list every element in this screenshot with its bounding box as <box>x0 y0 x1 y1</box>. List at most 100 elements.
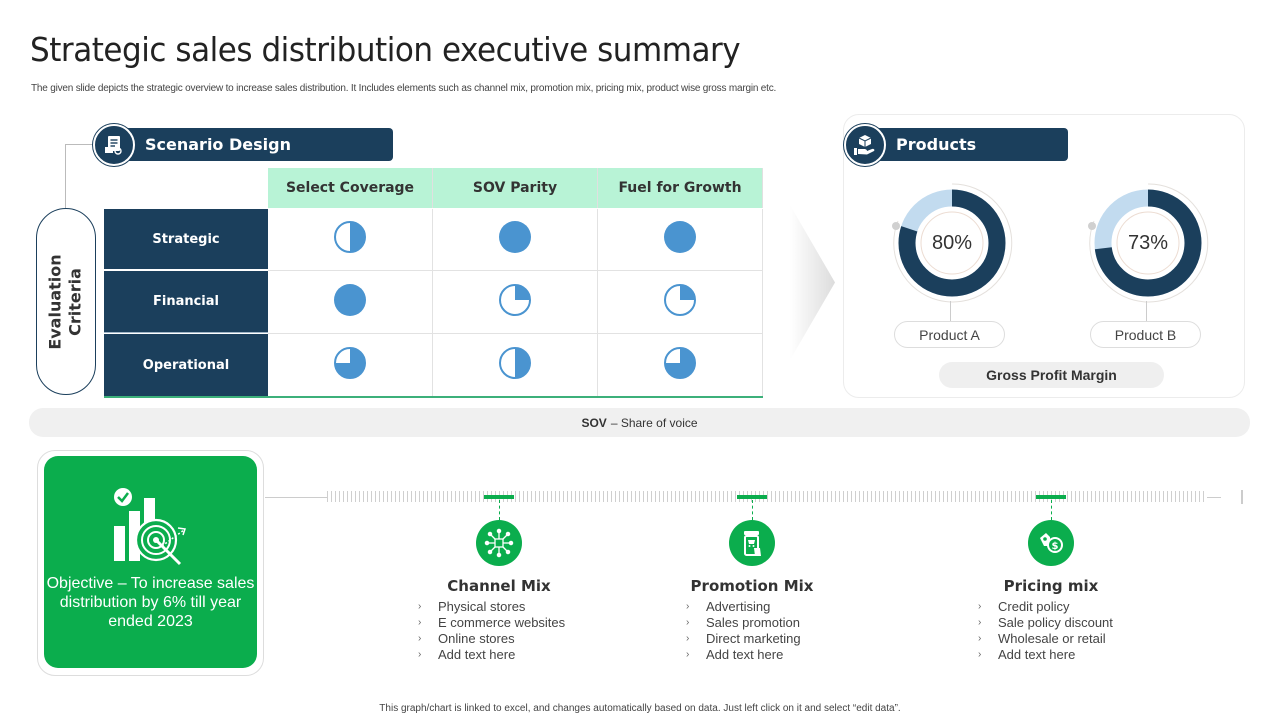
timeline-end-cap <box>1241 490 1243 504</box>
evaluation-criteria-label: Evaluation Criteria <box>36 208 96 395</box>
harvey-ball-icon <box>333 346 367 385</box>
pricing-mix-list: › Credit policy › Sale policy discount › Wh… <box>978 599 1113 663</box>
row-header-strategic: Strategic <box>104 209 268 270</box>
product-label: Product A <box>894 321 1005 348</box>
harvey-ball-cell <box>268 209 433 271</box>
chevron-right-icon: › <box>418 601 422 612</box>
sov-definition: – Share of voice <box>610 415 698 430</box>
donut-value: 73% <box>1127 231 1169 254</box>
harvey-ball-icon <box>498 346 532 385</box>
page-subtitle: The given slide depicts the strategic ov… <box>31 83 777 94</box>
promotion-mix-title: Promotion Mix <box>690 577 814 595</box>
page-title: Strategic sales distribution executive s… <box>30 30 741 69</box>
target-chart-icon <box>108 486 190 575</box>
hand-box-icon <box>844 124 886 166</box>
timeline-line <box>265 497 327 498</box>
pricing-mix-title: Pricing mix <box>1003 577 1099 595</box>
chevron-right-icon: › <box>978 649 982 660</box>
column-header-select-coverage: Select Coverage <box>268 168 433 208</box>
row-header-financial: Financial <box>104 271 268 333</box>
connector-line <box>950 301 951 321</box>
list-item-text: Add text here <box>438 647 516 662</box>
harvey-ball-icon <box>663 283 697 322</box>
column-header-fuel-for-growth: Fuel for Growth <box>598 168 763 208</box>
chevron-arrow-decoration <box>790 205 835 360</box>
list-item: › Add text here <box>686 647 801 663</box>
grid-bottom-border <box>104 396 763 398</box>
harvey-ball-cell <box>433 209 598 271</box>
list-item-text: Wholesale or retail <box>998 631 1106 646</box>
harvey-ball-icon <box>333 283 367 322</box>
timeline-line <box>1207 497 1221 498</box>
network-hub-icon <box>476 520 522 566</box>
list-item: › Credit policy <box>978 599 1113 615</box>
list-item-text: Online stores <box>438 631 515 646</box>
products-title: Products <box>896 135 977 154</box>
timeline-dash <box>499 500 500 520</box>
list-item: › Add text here <box>418 647 565 663</box>
chevron-right-icon: › <box>418 633 422 644</box>
harvey-ball-cell <box>268 334 433 397</box>
timeline-dash <box>1051 500 1052 520</box>
chevron-right-icon: › <box>686 617 690 628</box>
document-settings-icon <box>93 124 135 166</box>
timeline-marker <box>737 495 767 499</box>
chevron-right-icon: › <box>978 617 982 628</box>
list-item-text: Add text here <box>998 647 1076 662</box>
list-item-text: Physical stores <box>438 599 526 614</box>
chevron-right-icon: › <box>686 601 690 612</box>
list-item: › Direct marketing <box>686 631 801 647</box>
promotion-mix-list: › Advertising › Sales promotion › Direct ma… <box>686 599 801 663</box>
list-item-text: Credit policy <box>998 599 1070 614</box>
row-header-operational: Operational <box>104 334 268 397</box>
chevron-right-icon: › <box>686 633 690 644</box>
list-item-text: Advertising <box>706 599 771 614</box>
timeline-ticks <box>327 491 1207 502</box>
sov-abbreviation: SOV <box>581 415 607 430</box>
donut-value: 80% <box>931 231 973 254</box>
connector-line <box>65 144 66 208</box>
connector-line <box>1146 301 1147 321</box>
list-item-text: Sale policy discount <box>998 615 1113 630</box>
evaluation-label-line: Evaluation <box>46 253 65 350</box>
evaluation-label-line: Criteria <box>66 267 85 336</box>
chevron-right-icon: › <box>978 601 982 612</box>
chevron-right-icon: › <box>418 617 422 628</box>
harvey-ball-cell <box>598 271 763 334</box>
list-item: › Online stores <box>418 631 565 647</box>
channel-mix-list: › Physical stores › E commerce websites › O… <box>418 599 565 663</box>
harvey-ball-cell <box>598 209 763 271</box>
chevron-right-icon: › <box>686 649 690 660</box>
harvey-ball-icon <box>663 346 697 385</box>
list-item: › Advertising <box>686 599 801 615</box>
svg-text:$: $ <box>1052 541 1059 552</box>
list-item: › Sales promotion <box>686 615 801 631</box>
connector-line <box>65 144 100 145</box>
donut-chart: 80% <box>890 181 1014 305</box>
list-item: › Add text here <box>978 647 1113 663</box>
list-item-text: Add text here <box>706 647 784 662</box>
harvey-ball-icon <box>498 220 532 259</box>
list-item-text: Sales promotion <box>706 615 800 630</box>
harvey-ball-icon <box>663 220 697 259</box>
list-item-text: Direct marketing <box>706 631 801 646</box>
harvey-ball-icon <box>498 283 532 322</box>
chevron-right-icon: › <box>418 649 422 660</box>
scenario-design-title: Scenario Design <box>145 135 291 154</box>
mobile-shopping-icon <box>729 520 775 566</box>
harvey-ball-cell <box>433 271 598 334</box>
list-item-text: E commerce websites <box>438 615 566 630</box>
list-item: › E commerce websites <box>418 615 565 631</box>
objective-card <box>44 456 257 668</box>
scenario-design-header: Scenario Design <box>108 128 393 161</box>
footnote: This graph/chart is linked to excel, and… <box>379 703 901 714</box>
timeline-marker <box>484 495 514 499</box>
product-label: Product B <box>1090 321 1201 348</box>
products-header: Products <box>860 128 1068 161</box>
column-header-sov-parity: SOV Parity <box>433 168 598 208</box>
chevron-right-icon: › <box>978 633 982 644</box>
harvey-ball-cell <box>433 334 598 397</box>
donut-chart: 73% <box>1086 181 1210 305</box>
objective-text: Objective – To increase sales distributi… <box>46 575 255 630</box>
sov-legend-bar: SOV – Share of voice <box>29 408 1250 437</box>
